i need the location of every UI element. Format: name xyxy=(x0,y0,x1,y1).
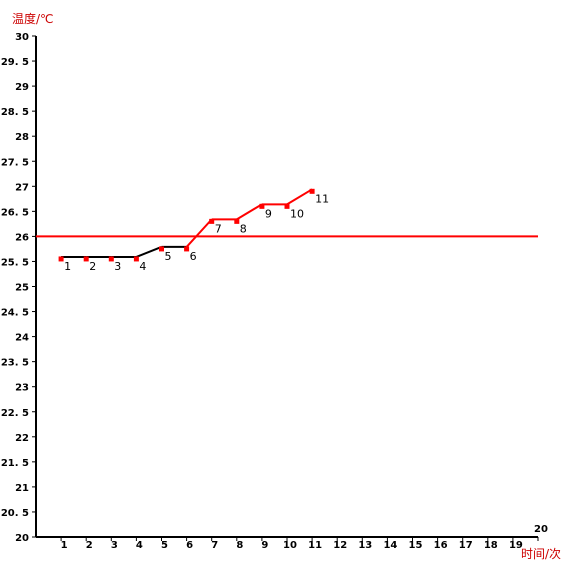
x-tick-label: 18 xyxy=(484,540,498,551)
x-tick-label: 12 xyxy=(333,540,347,551)
y-tick-label: 23 xyxy=(15,383,29,394)
y-tick-label: 22. 5 xyxy=(1,408,29,419)
x-tick-label: 13 xyxy=(358,540,372,551)
y-tick-label: 27. 5 xyxy=(1,157,29,168)
y-axis-title: 温度/℃ xyxy=(12,11,54,26)
x-tick-label: 20 xyxy=(534,524,548,535)
y-tick-label: 28 xyxy=(15,132,29,143)
x-tick-label: 7 xyxy=(211,540,218,551)
data-point xyxy=(259,204,264,209)
data-point xyxy=(59,256,64,261)
series-segment xyxy=(237,204,262,219)
y-tick-label: 20 xyxy=(15,533,29,544)
x-tick-label: 11 xyxy=(308,540,322,551)
data-point-label: 1 xyxy=(64,260,71,273)
x-axis-title: 时间/次 xyxy=(521,547,561,561)
series-markers xyxy=(59,189,315,262)
x-tick-label: 15 xyxy=(409,540,423,551)
x-tick-label: 5 xyxy=(161,540,168,551)
y-tick-label: 22 xyxy=(15,433,29,444)
y-tick-label: 25. 5 xyxy=(1,257,29,268)
data-point xyxy=(134,256,139,261)
y-tick-label: 30 xyxy=(15,32,29,43)
y-tick-label: 20. 5 xyxy=(1,508,29,519)
x-tick-label: 16 xyxy=(434,540,448,551)
y-tick-label: 26. 5 xyxy=(1,207,29,218)
y-tick-label: 21. 5 xyxy=(1,458,29,469)
x-tick-label: 10 xyxy=(283,540,297,551)
y-tick-label: 27 xyxy=(15,182,29,193)
series-segment xyxy=(136,247,161,257)
x-tick-label: 14 xyxy=(383,540,397,551)
data-point xyxy=(234,219,239,224)
data-point xyxy=(209,219,214,224)
y-tick-label: 24 xyxy=(15,333,29,344)
x-tick-label: 8 xyxy=(236,540,243,551)
data-point xyxy=(310,189,315,194)
y-tick-label: 23. 5 xyxy=(1,358,29,369)
y-tick-label: 29. 5 xyxy=(1,57,29,68)
data-point xyxy=(109,256,114,261)
data-point xyxy=(159,246,164,251)
data-point-label: 4 xyxy=(139,260,146,273)
y-axis-ticks: 20 20. 5 21 21. 5 22 22. 5 23 23. 5 24 24. 5 25 25.… xyxy=(1,32,36,544)
x-tick-label: 3 xyxy=(111,540,118,551)
data-point-label: 9 xyxy=(265,207,272,220)
series-segment xyxy=(187,219,212,247)
data-point-label: 8 xyxy=(240,222,247,235)
x-tick-label: 17 xyxy=(459,540,473,551)
data-point-label: 2 xyxy=(89,260,96,273)
data-point-label: 11 xyxy=(315,192,329,205)
y-tick-label: 26 xyxy=(15,232,29,243)
data-point-label: 3 xyxy=(114,260,121,273)
x-tick-label: 1 xyxy=(61,540,68,551)
data-point-label: 6 xyxy=(190,250,197,263)
x-tick-label: 4 xyxy=(136,540,143,551)
data-point-label: 7 xyxy=(215,222,222,235)
x-tick-label: 2 xyxy=(86,540,93,551)
y-tick-label: 21 xyxy=(15,483,29,494)
data-point xyxy=(285,204,290,209)
data-point-label: 5 xyxy=(165,250,172,263)
y-tick-label: 28. 5 xyxy=(1,107,29,118)
y-tick-label: 25 xyxy=(15,283,29,294)
data-point xyxy=(84,256,89,261)
y-tick-label: 29 xyxy=(15,82,29,93)
series-segment xyxy=(287,189,312,204)
x-tick-label: 9 xyxy=(261,540,268,551)
data-point xyxy=(184,246,189,251)
x-tick-label: 6 xyxy=(186,540,193,551)
y-tick-label: 24. 5 xyxy=(1,308,29,319)
data-point-label: 10 xyxy=(290,207,304,220)
